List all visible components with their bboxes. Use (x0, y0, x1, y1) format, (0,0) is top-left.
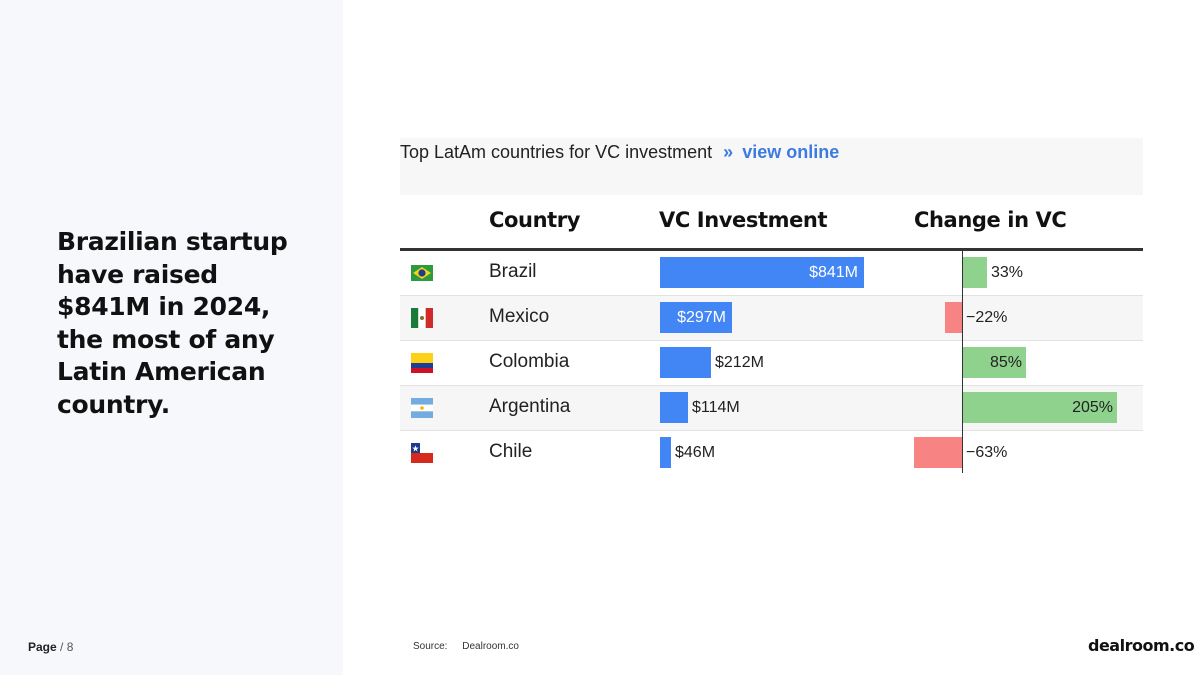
vc-bar-chile (660, 437, 671, 468)
page-label: Page (28, 640, 57, 654)
vc-bar-argentina (660, 392, 688, 423)
view-online-link[interactable]: view online (742, 142, 840, 162)
row-divider (400, 340, 1143, 341)
vc-bar-brazil (660, 257, 864, 288)
page-indicator: Page / 8 (28, 640, 73, 654)
page-separator: / (60, 640, 64, 654)
change-label-mexico: −22% (966, 309, 1008, 326)
page-number: 8 (66, 640, 74, 654)
vc-label-argentina: $114M (692, 399, 740, 416)
change-bar-brazil (962, 257, 987, 288)
left-panel (0, 0, 343, 675)
country-name: Argentina (489, 396, 571, 417)
brazil-flag-icon (411, 263, 433, 283)
vc-label-mexico: $297M (677, 309, 726, 326)
row-divider (400, 385, 1143, 386)
change-bar-chile (914, 437, 962, 468)
column-header-country: Country (489, 208, 581, 232)
table-row-chile: Chile (400, 431, 1143, 475)
vc-label-chile: $46M (675, 444, 716, 461)
change-bar-mexico (945, 302, 962, 333)
column-header-vc-investment: VC Investment (659, 208, 828, 232)
table-row-mexico: Mexico (400, 296, 1143, 340)
header-rule (400, 248, 1143, 251)
country-name: Chile (489, 441, 533, 462)
change-label-chile: −63% (966, 444, 1008, 461)
row-divider (400, 430, 1143, 431)
change-label-brazil: 33% (991, 264, 1024, 281)
table-header (400, 195, 1143, 250)
chart-title-text: Top LatAm countries for VC investment (400, 142, 713, 162)
headline: Brazilian startup have raised $841M in 2… (57, 227, 288, 419)
change-bar-argentina (962, 392, 1117, 423)
chile-flag-icon (411, 443, 433, 463)
double-chevron-icon: » (723, 142, 734, 162)
vc-label-colombia: $212M (715, 354, 764, 371)
source-label: Source: (413, 641, 448, 652)
change-bar-colombia (962, 347, 1026, 378)
vc-bar-colombia (660, 347, 711, 378)
chart-title: Top LatAm countries for VC investment » … (400, 142, 839, 163)
vc-label-brazil: $841M (809, 264, 858, 281)
vc-bar-mexico (660, 302, 732, 333)
dealroom-logo: dealroom.co (1088, 636, 1195, 655)
change-label-argentina: 205% (1072, 399, 1113, 416)
column-header-change: Change in VC (914, 208, 1067, 232)
country-name: Brazil (489, 261, 537, 282)
change-label-colombia: 85% (989, 354, 1022, 371)
table-row-colombia: Colombia (400, 341, 1143, 385)
argentina-flag-icon (411, 398, 433, 418)
source-note: Source: Dealroom.co (413, 641, 519, 652)
country-name: Colombia (489, 351, 570, 372)
colombia-flag-icon (411, 353, 433, 373)
change-zero-line (962, 251, 963, 473)
country-name: Mexico (489, 306, 550, 327)
source-value: Dealroom.co (462, 641, 519, 652)
row-divider (400, 295, 1143, 296)
mexico-flag-icon (411, 308, 433, 328)
